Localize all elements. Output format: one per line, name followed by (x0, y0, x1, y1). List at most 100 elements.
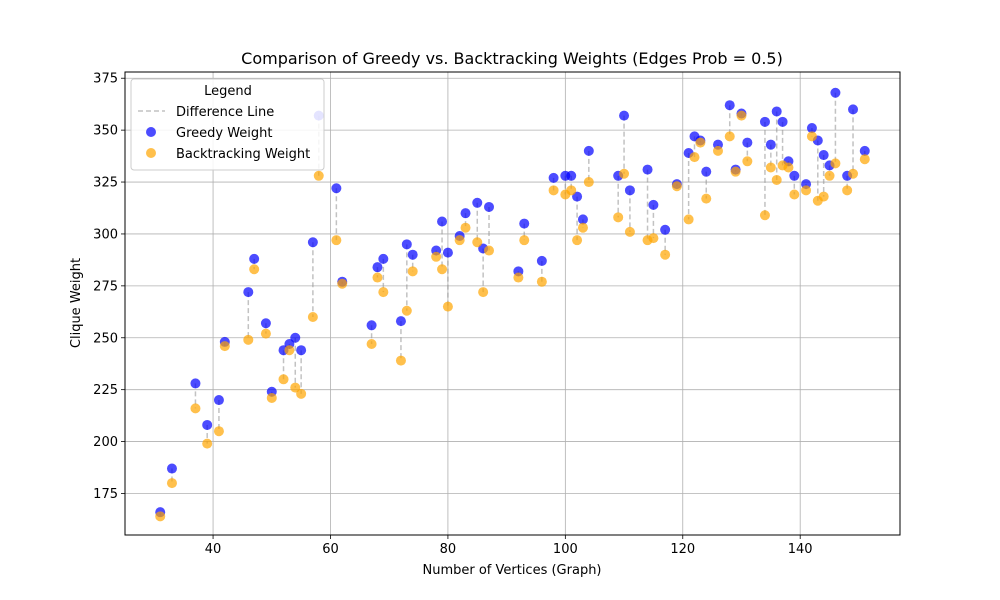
greedy-point (213, 395, 224, 406)
greedy-point (789, 170, 800, 181)
greedy-point (331, 183, 342, 194)
plot-frame (124, 71, 901, 536)
greedy-point (583, 145, 594, 156)
backtracking-point (818, 191, 829, 202)
backtracking-point (307, 311, 318, 322)
backtracking-point (619, 168, 630, 179)
backtracking-point (407, 266, 418, 277)
greedy-point (771, 106, 782, 117)
backtracking-point (484, 245, 495, 256)
legend-greedy-label: Greedy Weight (176, 126, 273, 141)
backtracking-point (519, 235, 530, 246)
greedy-point (536, 255, 547, 266)
greedy-point (395, 316, 406, 327)
greedy-point (724, 100, 735, 111)
backtracking-point (736, 110, 747, 121)
y-tick-label: 325 (93, 176, 118, 191)
greedy-point (848, 104, 859, 115)
backtracking-point (572, 235, 583, 246)
x-axis-label: Number of Vertices (Graph) (422, 563, 601, 578)
backtracking-point (290, 382, 301, 393)
backtracking-point (824, 170, 835, 181)
greedy-point (442, 247, 453, 258)
greedy-point (548, 172, 559, 183)
backtracking-point (759, 210, 770, 221)
backtracking-points (155, 110, 870, 522)
backtracking-point (213, 426, 224, 437)
y-axis-label: Clique Weight (69, 258, 84, 348)
backtracking-point (284, 345, 295, 356)
greedy-point (437, 216, 448, 227)
greedy-point (519, 218, 530, 229)
backtracking-point (395, 355, 406, 366)
backtracking-point (460, 222, 471, 233)
backtracking-point (783, 162, 794, 173)
backtracking-point (577, 222, 588, 233)
x-tick-label: 40 (205, 542, 222, 557)
backtracking-point (296, 388, 307, 399)
backtracking-point (712, 145, 723, 156)
greedy-point (572, 191, 583, 202)
greedy-point (765, 139, 776, 150)
greedy-point (830, 87, 841, 98)
x-axis-ticks: 40 60 80 100 120 140 (205, 535, 813, 557)
backtracking-point (378, 287, 389, 298)
greedy-point (166, 463, 177, 474)
greedy-point (660, 224, 671, 235)
greedy-point (577, 214, 588, 225)
backtracking-point (801, 185, 812, 196)
legend: Legend Difference Line Greedy Weight Bac… (130, 78, 325, 171)
greedy-point (366, 320, 377, 331)
backtracking-point (478, 287, 489, 298)
greedy-point (619, 110, 630, 121)
backtracking-point (155, 511, 166, 522)
greedy-point (759, 116, 770, 127)
backtracking-point (437, 264, 448, 275)
backtracking-point (859, 154, 870, 165)
backtracking-point (266, 392, 277, 403)
x-tick-label: 120 (670, 542, 695, 557)
greedy-point (806, 123, 817, 134)
backtracking-point (842, 185, 853, 196)
backtracking-point (660, 249, 671, 260)
greedy-point (372, 262, 383, 273)
greedy-point (742, 137, 753, 148)
backtracking-point (742, 156, 753, 167)
legend-difference-label: Difference Line (176, 105, 274, 120)
backtracking-point (337, 278, 348, 289)
y-tick-label: 375 (93, 72, 118, 87)
greedy-point (190, 378, 201, 389)
backtracking-point (454, 235, 465, 246)
greedy-point (484, 201, 495, 212)
greedy-point (642, 164, 653, 175)
backtracking-point (401, 305, 412, 316)
backtracking-point (472, 237, 483, 248)
greedy-point (460, 208, 471, 219)
greedy-point (701, 166, 712, 177)
backtracking-point (278, 374, 289, 385)
backtracking-point (671, 181, 682, 192)
backtracking-point (613, 212, 624, 223)
y-tick-label: 175 (93, 487, 118, 502)
backtracking-point (202, 438, 213, 449)
greedy-point (648, 199, 659, 210)
greedy-point (290, 332, 301, 343)
backtracking-point (624, 226, 635, 237)
backtracking-point (190, 403, 201, 414)
backtracking-point (566, 185, 577, 196)
greedy-point (243, 287, 254, 298)
backtracking-point (648, 233, 659, 244)
y-tick-label: 350 (93, 124, 118, 139)
backtracking-point (789, 189, 800, 200)
greedy-point (566, 170, 577, 181)
backtracking-point (548, 185, 559, 196)
backtracking-point (366, 338, 377, 349)
backtracking-point (331, 235, 342, 246)
y-tick-label: 300 (93, 227, 118, 242)
backtracking-point (830, 158, 841, 169)
y-tick-label: 200 (93, 435, 118, 450)
y-tick-label: 225 (93, 383, 118, 398)
greedy-point (472, 197, 483, 208)
backtracking-point (730, 166, 741, 177)
